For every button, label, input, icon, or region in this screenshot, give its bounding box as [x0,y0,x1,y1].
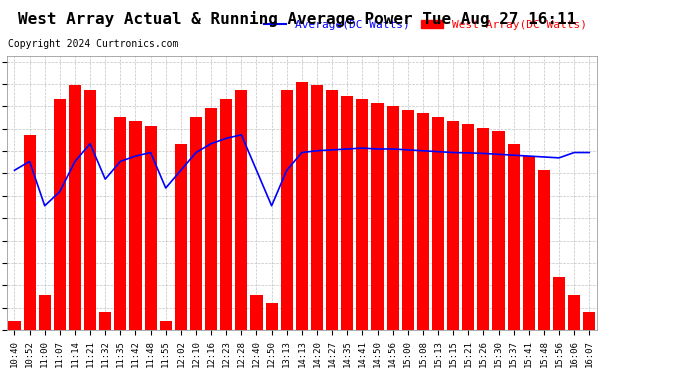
Bar [250,294,262,330]
Bar [130,121,141,330]
Legend: Average(DC Watts), West Array(DC Watts): Average(DC Watts), West Array(DC Watts) [259,15,591,34]
Bar [342,96,353,330]
Bar [477,128,489,330]
Bar [39,294,51,330]
Bar [99,312,111,330]
Bar [8,321,21,330]
Bar [54,99,66,330]
Bar [508,144,520,330]
Bar [235,90,248,330]
Bar [402,110,414,330]
Bar [220,99,233,330]
Bar [356,99,368,330]
Bar [69,85,81,330]
Bar [568,294,580,330]
Bar [523,156,535,330]
Bar [84,90,96,330]
Bar [553,277,565,330]
Bar [115,117,126,330]
Bar [432,117,444,330]
Bar [462,124,474,330]
Bar [583,312,595,330]
Bar [311,85,323,330]
Bar [205,108,217,330]
Text: Copyright 2024 Curtronics.com: Copyright 2024 Curtronics.com [8,39,179,50]
Bar [159,321,172,330]
Bar [281,90,293,330]
Bar [538,170,550,330]
Bar [326,90,338,330]
Bar [23,135,36,330]
Text: West Array Actual & Running Average Power Tue Aug 27 16:11: West Array Actual & Running Average Powe… [17,11,576,27]
Bar [175,144,187,330]
Bar [447,121,460,330]
Bar [417,114,429,330]
Bar [190,117,202,330]
Bar [493,131,504,330]
Bar [386,106,399,330]
Bar [371,103,384,330]
Bar [296,81,308,330]
Bar [144,126,157,330]
Bar [266,303,277,330]
